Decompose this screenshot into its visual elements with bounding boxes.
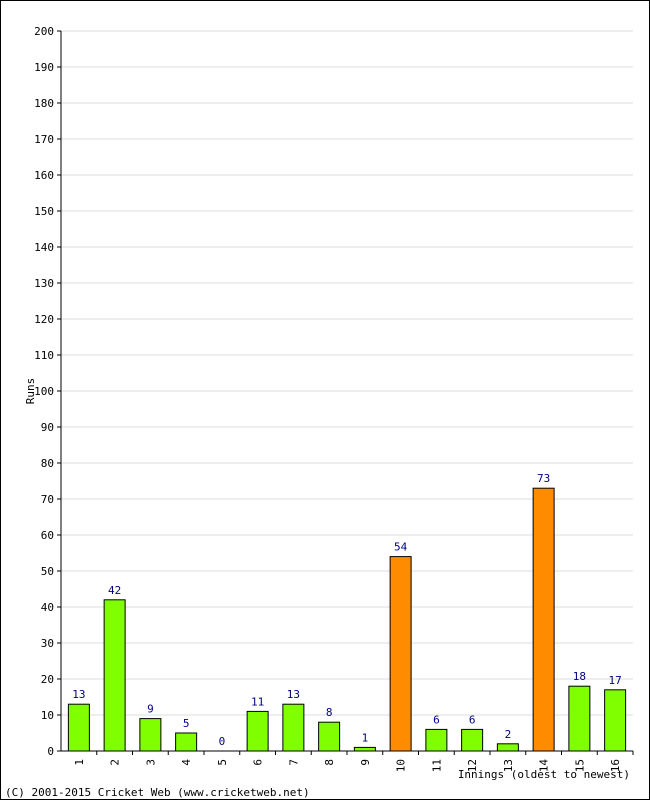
bar <box>532 487 555 752</box>
y-tick-label: 40 <box>41 601 54 614</box>
bar-value-label: 5 <box>183 717 190 730</box>
y-tick-label: 130 <box>34 277 54 290</box>
y-tick-label: 200 <box>34 25 54 38</box>
y-tick-label: 20 <box>41 673 54 686</box>
x-axis-title: Innings (oldest to newest) <box>458 768 630 781</box>
y-axis-title: Runs <box>24 378 37 405</box>
x-tick-label: 9 <box>359 759 372 766</box>
bar <box>139 718 162 752</box>
x-tick-label: 15 <box>573 759 586 772</box>
bar-value-label: 54 <box>394 541 408 554</box>
y-tick-label: 170 <box>34 133 54 146</box>
y-tick-label: 10 <box>41 709 54 722</box>
bar-value-label: 2 <box>505 728 512 741</box>
bar-value-label: 6 <box>469 713 476 726</box>
bar <box>246 710 269 752</box>
bar-value-label: 8 <box>326 706 333 719</box>
x-tick-label: 11 <box>430 759 443 772</box>
y-tick-label: 120 <box>34 313 54 326</box>
y-tick-label: 50 <box>41 565 54 578</box>
y-tick-label: 180 <box>34 97 54 110</box>
bar <box>461 728 484 752</box>
bar-value-label: 0 <box>219 735 226 748</box>
bar-value-label: 18 <box>573 670 586 683</box>
x-tick-label: 3 <box>144 759 157 766</box>
y-tick-labels: 0 10 20 30 40 50 60 70 80 90 100 110 120 130 140 150 160… <box>34 25 61 758</box>
bar-value-label: 6 <box>433 713 440 726</box>
bar <box>389 556 412 752</box>
x-tick-label: 7 <box>287 759 300 766</box>
bar-value-label: 17 <box>609 674 622 687</box>
bar-value-label: 13 <box>72 688 85 701</box>
bar <box>67 703 90 752</box>
y-tick-label: 100 <box>34 385 54 398</box>
y-tick-label: 190 <box>34 61 54 74</box>
x-tick-label: 1 <box>73 759 86 766</box>
copyright-notice: (C) 2001-2015 Cricket Web (www.cricketwe… <box>5 786 310 799</box>
y-tick-label: 70 <box>41 493 54 506</box>
bar <box>175 732 198 752</box>
x-tick-label: 5 <box>216 759 229 766</box>
x-tick-label: 4 <box>180 759 193 766</box>
bar <box>604 689 627 752</box>
bar <box>282 703 305 752</box>
y-tick-label: 60 <box>41 529 54 542</box>
y-tick-label: 160 <box>34 169 54 182</box>
x-tick-label: 13 <box>502 759 515 772</box>
x-tick-label: 8 <box>323 759 336 766</box>
data-labels: 13 42 9 5 0 11 13 8 1 54 6 6 2 73 18 17 <box>72 472 622 748</box>
bar <box>425 728 448 752</box>
y-tick-label: 80 <box>41 457 54 470</box>
y-tick-label: 0 <box>47 745 54 758</box>
bar-value-label: 73 <box>537 472 550 485</box>
bar <box>496 743 519 752</box>
y-tick-label: 30 <box>41 637 54 650</box>
x-tick-label: 2 <box>109 759 122 766</box>
x-tick-label: 10 <box>395 759 408 772</box>
y-tick-label: 140 <box>34 241 54 254</box>
x-tick-label: 14 <box>538 759 551 773</box>
grid-lines <box>61 30 633 716</box>
bar <box>103 599 126 752</box>
bar-value-label: 1 <box>362 731 369 744</box>
bar-value-label: 11 <box>251 695 264 708</box>
x-tick-label: 16 <box>609 759 622 772</box>
y-tick-label: 150 <box>34 205 54 218</box>
bar <box>318 721 341 752</box>
bar-value-label: 42 <box>108 584 121 597</box>
bar <box>568 685 591 752</box>
y-tick-label: 110 <box>34 349 54 362</box>
bar <box>353 746 376 752</box>
bar-value-label: 13 <box>287 688 300 701</box>
x-tick-label: 12 <box>466 759 479 772</box>
x-tick-labels: 1 2 3 4 5 6 7 8 9 10 11 12 13 14 15 16 <box>73 751 634 773</box>
bar-value-label: 9 <box>147 703 154 716</box>
y-tick-label: 90 <box>41 421 54 434</box>
x-tick-label: 6 <box>252 759 265 766</box>
